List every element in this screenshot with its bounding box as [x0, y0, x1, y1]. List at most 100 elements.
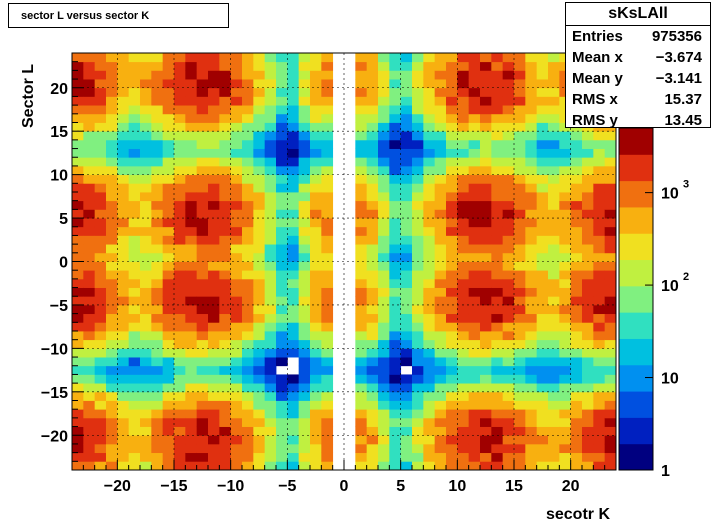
heatmap-cell [185, 270, 198, 280]
heatmap-cell [162, 252, 175, 262]
color-scale-band [619, 128, 653, 155]
heatmap-cell [570, 461, 583, 471]
color-scale-band [619, 391, 653, 418]
heatmap-cell [582, 183, 594, 193]
heatmap-cell [559, 409, 572, 419]
heatmap-cell [559, 383, 572, 393]
heatmap-cell [128, 443, 141, 454]
y-tick-label: 0 [59, 255, 68, 272]
heatmap-cell [72, 400, 84, 410]
heatmap-cell [287, 79, 300, 89]
heatmap-cell [106, 435, 118, 445]
heatmap-cell [83, 270, 96, 280]
heatmap-cell [536, 244, 549, 254]
heatmap-cell [310, 261, 322, 271]
heatmap-cell [491, 287, 504, 297]
heatmap-cell [423, 183, 436, 193]
heatmap-cell [72, 226, 84, 236]
heatmap-cell [400, 174, 413, 184]
heatmap-cell [525, 400, 538, 410]
heatmap-cell [434, 296, 447, 306]
heatmap-cell [434, 122, 447, 132]
heatmap-cell [83, 296, 96, 306]
heatmap-cell [412, 435, 424, 445]
heatmap-cell [536, 461, 549, 471]
heatmap-cell [355, 226, 368, 236]
heatmap-cell [140, 244, 152, 254]
heatmap-cell [548, 122, 560, 132]
heatmap-cell [298, 400, 311, 410]
heatmap-cell [264, 322, 277, 332]
heatmap-cell [468, 322, 481, 332]
heatmap-cell [117, 96, 130, 106]
heatmap-cell [219, 218, 232, 228]
heatmap-cell [434, 226, 447, 236]
heatmap-cell [151, 252, 164, 262]
heatmap-cell [593, 278, 606, 288]
heatmap-cell [514, 270, 526, 280]
heatmap-cell [502, 148, 515, 158]
heatmap-cell [423, 357, 436, 367]
heatmap-cell [366, 226, 379, 236]
heatmap-cell [514, 417, 526, 427]
heatmap-cell [128, 322, 141, 332]
heatmap-cell [480, 235, 492, 245]
heatmap-cell [151, 443, 164, 454]
heatmap-cell [446, 435, 458, 445]
heatmap-cell [321, 461, 334, 471]
heatmap-cell [514, 296, 526, 306]
heatmap-cell [502, 131, 515, 141]
heatmap-cell [196, 374, 209, 384]
heatmap-cell [446, 235, 458, 245]
heatmap-cell [117, 235, 130, 245]
heatmap-cell [310, 270, 322, 280]
heatmap-cell [548, 157, 560, 167]
heatmap-cell [604, 461, 617, 471]
heatmap-cell [423, 435, 436, 445]
heatmap-cell [242, 331, 254, 341]
heatmap-cell [310, 365, 322, 375]
heatmap-cell [570, 357, 583, 367]
heatmap-cell [208, 452, 220, 462]
heatmap-cell [298, 357, 311, 367]
heatmap-cell [117, 113, 130, 123]
heatmap-cell [480, 244, 492, 254]
heatmap-cell [72, 200, 84, 210]
heatmap-cell [264, 391, 277, 401]
heatmap-cell [276, 200, 288, 210]
heatmap-cell [389, 322, 402, 332]
stats-label: Entries [572, 28, 623, 45]
heatmap-cell [72, 244, 84, 254]
heatmap-cell [242, 287, 254, 297]
heatmap-cell [208, 365, 220, 375]
heatmap-cell [196, 452, 209, 462]
heatmap-cell [446, 365, 458, 375]
heatmap-cell [128, 261, 141, 271]
heatmap-cell [151, 331, 164, 341]
heatmap-cell [117, 270, 130, 280]
heatmap-cell [196, 261, 209, 271]
heatmap-cell [389, 400, 402, 410]
heatmap-cell [491, 218, 504, 228]
heatmap-cell [230, 157, 243, 167]
heatmap-cell [128, 357, 141, 367]
heatmap-cell [457, 374, 470, 384]
heatmap-cell [548, 365, 560, 375]
heatmap-cell [570, 391, 583, 401]
x-tick-label: 0 [340, 478, 349, 495]
heatmap-cell [548, 426, 560, 436]
heatmap-cell [196, 409, 209, 419]
heatmap-cell [196, 304, 209, 315]
heatmap-cell [536, 192, 549, 202]
heatmap-cell [219, 452, 232, 462]
heatmap-cell [174, 322, 186, 332]
heatmap-cell [310, 252, 322, 262]
heatmap-cell [185, 357, 198, 367]
heatmap-cell [230, 374, 243, 384]
heatmap-cell [242, 313, 254, 323]
heatmap-cell [378, 278, 390, 288]
heatmap-cell [412, 61, 424, 71]
heatmap-cell [151, 400, 164, 410]
heatmap-cell [536, 270, 549, 280]
heatmap-cell [94, 374, 107, 384]
